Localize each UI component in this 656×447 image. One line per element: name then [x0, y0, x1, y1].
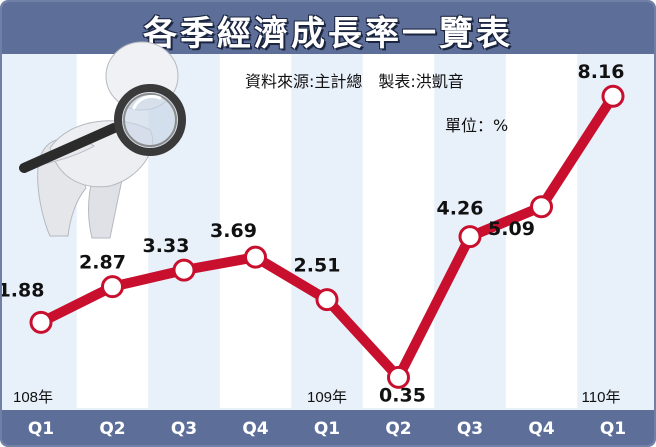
- data-label: 1.88: [2, 279, 44, 301]
- x-tick-label: Q4: [528, 419, 554, 439]
- year-label: 110年: [582, 389, 621, 406]
- data-point: [172, 258, 196, 282]
- data-label: 3.33: [143, 235, 190, 257]
- x-tick-label: Q3: [457, 419, 483, 439]
- chart-title: 各季經濟成長率一覽表: [143, 14, 513, 54]
- title-bar: 各季經濟成長率一覽表: [2, 2, 654, 54]
- year-label: 109年: [307, 389, 347, 406]
- data-label: 5.09: [488, 218, 535, 240]
- column-stripe: [219, 54, 292, 408]
- unit-note: 單位：%: [445, 116, 509, 135]
- data-point: [29, 310, 53, 334]
- x-tick-label: Q4: [242, 419, 268, 439]
- x-tick-label: Q1: [28, 419, 54, 439]
- x-tick-label: Q2: [99, 419, 125, 439]
- x-tick-label: Q1: [600, 419, 626, 439]
- data-point: [244, 245, 267, 269]
- data-point: [530, 195, 553, 219]
- data-point: [601, 84, 625, 108]
- column-stripe: [505, 54, 578, 408]
- data-label: 0.35: [379, 384, 426, 406]
- data-point: [387, 365, 410, 389]
- data-point: [315, 288, 339, 312]
- magnifying-glass-figure-icon: [19, 41, 186, 239]
- x-tick-label: Q3: [171, 419, 197, 439]
- x-tick-label: Q2: [385, 419, 411, 439]
- data-label: 3.69: [210, 220, 257, 242]
- data-label: 2.51: [294, 255, 341, 277]
- x-tick-label: Q1: [314, 419, 340, 439]
- data-label: 4.26: [437, 198, 484, 220]
- data-label: 2.87: [79, 252, 126, 274]
- quarter-axis-bar: [2, 410, 654, 445]
- data-point: [101, 275, 124, 299]
- year-label: 108年: [13, 389, 53, 406]
- data-label: 8.16: [578, 61, 625, 83]
- data-point: [458, 225, 482, 249]
- source-note: 資料來源:主計總 製表:洪凱音: [245, 72, 464, 91]
